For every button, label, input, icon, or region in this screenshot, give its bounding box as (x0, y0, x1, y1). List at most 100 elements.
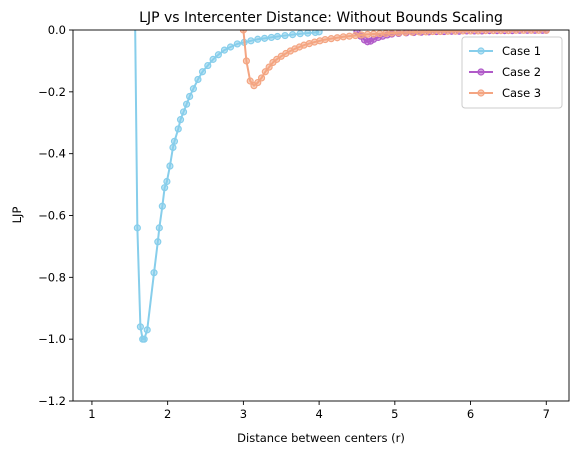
y-tick-label: −0.2 (38, 85, 66, 99)
data-point (315, 30, 323, 36)
x-tick-label: 2 (164, 407, 171, 421)
series-case-1 (132, 18, 323, 343)
series-case-3 (239, 30, 550, 90)
data-point (363, 30, 372, 38)
data-point (304, 30, 312, 37)
data-point (339, 33, 347, 41)
legend-swatch-marker (477, 47, 485, 55)
data-point (504, 30, 513, 35)
data-point (257, 74, 266, 82)
data-point (254, 78, 262, 87)
data-point (376, 30, 384, 38)
data-point (401, 30, 410, 37)
data-point (242, 57, 251, 65)
data-point (204, 61, 212, 70)
legend-item: Case 2 (469, 65, 541, 79)
data-point (333, 34, 341, 42)
data-point (382, 30, 390, 37)
data-point (226, 43, 235, 51)
x-tick-label: 5 (391, 407, 398, 421)
data-point (281, 31, 289, 40)
legend-label: Case 3 (502, 86, 541, 100)
data-point (246, 77, 254, 85)
data-point (194, 75, 202, 84)
data-point (186, 92, 194, 101)
data-point (132, 18, 138, 24)
data-point (254, 35, 262, 43)
y-tick-label: −0.6 (38, 209, 66, 223)
data-point (189, 85, 198, 93)
data-point (133, 224, 141, 232)
data-point (136, 323, 144, 331)
data-point (169, 143, 177, 152)
data-point (247, 37, 255, 45)
data-point (296, 30, 304, 38)
data-point (370, 30, 378, 38)
chart-title: LJP vs Intercenter Distance: Without Bou… (139, 10, 503, 26)
data-point (422, 30, 430, 36)
data-point (233, 40, 241, 48)
data-point (415, 30, 423, 36)
data-point (395, 30, 403, 37)
data-point (482, 30, 490, 35)
data-point (474, 30, 482, 35)
data-point (140, 335, 148, 343)
x-tick-label: 7 (543, 407, 550, 421)
data-point (155, 224, 163, 232)
data-point (154, 238, 162, 246)
data-point (265, 63, 273, 71)
data-point (267, 33, 275, 42)
data-point (451, 30, 460, 35)
x-tick-label: 4 (315, 407, 322, 421)
y-tick-label: −0.8 (38, 270, 66, 284)
data-point (444, 30, 452, 35)
y-tick-label: −1.0 (38, 332, 66, 346)
data-point (497, 30, 505, 35)
data-point (466, 30, 475, 35)
legend-item: Case 1 (469, 44, 541, 58)
legend: Case 1 Case 2 Case 3 (461, 36, 563, 109)
data-point (143, 326, 151, 334)
x-axis-label: Distance between centers (r) (237, 431, 405, 445)
axes-layer: 1 2 3 4 5 6 7 0.0 −0.2 −0.4 −0.6 −0.8 −1.0 −1.2 (38, 23, 550, 421)
data-point (150, 269, 158, 277)
y-tick-label: −1.2 (38, 394, 66, 408)
data-point (327, 35, 335, 43)
data-point (345, 32, 353, 40)
data-point (220, 46, 229, 54)
data-point (429, 30, 437, 36)
data-point (161, 184, 169, 192)
data-point (388, 30, 396, 37)
legend-swatch-marker (477, 89, 485, 97)
data-point (170, 137, 179, 145)
data-point (209, 55, 217, 63)
series-layer (132, 18, 550, 343)
data-point (239, 30, 247, 34)
data-point (459, 30, 467, 35)
data-point (163, 177, 171, 186)
data-point (158, 202, 166, 210)
data-point (289, 31, 297, 39)
x-tick-label: 3 (240, 407, 247, 421)
plot-frame (72, 29, 570, 402)
data-point (182, 100, 191, 108)
legend-label: Case 2 (502, 65, 541, 79)
data-point (174, 125, 182, 133)
data-point (351, 31, 360, 40)
data-point (321, 35, 329, 44)
data-point (273, 32, 282, 41)
data-point (261, 68, 269, 76)
y-axis-label: LJP (10, 207, 24, 224)
series-line-case-1 (134, 30, 320, 341)
x-tick-label: 1 (88, 407, 95, 421)
data-point (260, 34, 269, 42)
data-point (179, 108, 188, 116)
data-point (408, 30, 416, 36)
data-point (198, 68, 207, 76)
data-point (436, 30, 444, 36)
data-point (176, 116, 185, 124)
data-point (214, 51, 222, 59)
y-tick-label: −0.4 (38, 147, 66, 161)
y-tick-label: 0.0 (48, 23, 66, 37)
